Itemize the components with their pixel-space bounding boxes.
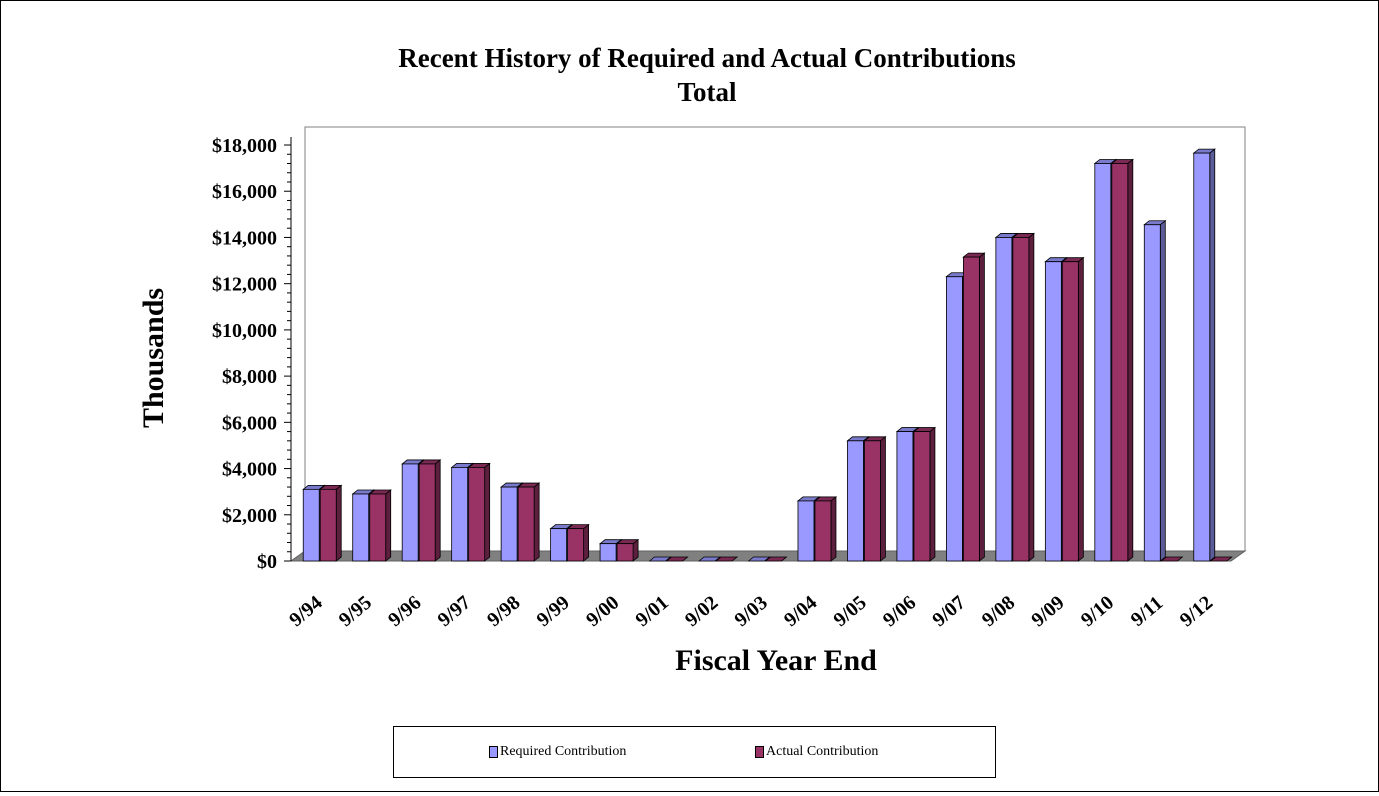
bar-actual-9-04	[813, 496, 838, 562]
x-tick-label: 9/98	[483, 592, 524, 632]
legend-label-actual: Actual Contribution	[766, 744, 879, 759]
x-tick-label: 9/12	[1176, 592, 1217, 632]
bar-required-9-11	[1143, 219, 1167, 562]
bar-actual-9-09	[1061, 256, 1085, 562]
bar-actual-9-01	[665, 556, 689, 562]
bar-actual-9-00	[615, 538, 640, 562]
bar-actual-9-10	[1110, 158, 1134, 562]
x-tick-label: 9/00	[582, 592, 623, 632]
bar-actual-9-11	[1160, 556, 1184, 562]
bar-required-9-01	[648, 556, 672, 562]
x-tick-label: 9/11	[1127, 592, 1168, 631]
bar-actual-9-95	[368, 489, 392, 562]
y-tick-label: $18,000	[212, 135, 277, 157]
bar-actual-9-12	[1209, 556, 1233, 562]
y-tick-label: $2,000	[222, 505, 277, 527]
x-tick-label: 9/96	[384, 592, 425, 632]
y-tick-label: $12,000	[212, 274, 277, 296]
y-tick-label: $16,000	[212, 181, 277, 203]
bar-actual-9-98	[516, 482, 541, 562]
bar-required-9-03	[747, 556, 771, 562]
bar-actual-9-08	[1011, 232, 1036, 562]
bar-required-9-02	[697, 556, 722, 562]
bar-actual-9-97	[467, 462, 491, 562]
x-tick-label: 9/05	[829, 592, 870, 632]
bar-actual-9-05	[863, 435, 887, 562]
x-tick-label: 9/94	[285, 592, 326, 632]
chart-subtitle: Total	[677, 77, 737, 107]
bar-actual-9-03	[764, 556, 788, 562]
x-tick-label: 9/03	[730, 592, 771, 632]
x-tick-label: 9/01	[632, 592, 673, 632]
x-tick-label: 9/09	[1027, 592, 1068, 632]
chart-title: Recent History of Required and Actual Co…	[398, 43, 1016, 73]
x-tick-label: 9/97	[434, 592, 475, 632]
legend-label-required: Required Contribution	[500, 744, 627, 759]
x-tick-label: 9/04	[780, 592, 821, 632]
legend-swatch-actual	[755, 746, 764, 758]
x-axis-label: Fiscal Year End	[675, 644, 877, 677]
y-axis-label: Thousands	[137, 288, 170, 428]
bar-actual-9-96	[418, 459, 442, 562]
bar-required-9-12	[1192, 148, 1216, 562]
x-tick-label: 9/06	[879, 592, 920, 632]
x-tick-label: 9/95	[335, 592, 376, 632]
bar-actual-9-07	[962, 252, 986, 562]
legend-item-required: Required Contribution	[489, 744, 626, 760]
plot-area: $0 $2,000 $4,000 $6,000 $8,000 $10,000 $12,000…	[212, 126, 1247, 632]
bar-actual-9-99	[566, 523, 590, 562]
y-tick-label: $6,000	[222, 412, 277, 434]
y-tick-label: $8,000	[222, 366, 277, 388]
x-tick-label: 9/07	[928, 592, 969, 632]
bar-actual-9-06	[912, 426, 937, 562]
x-tick-label: 9/02	[681, 592, 722, 632]
x-tick-label: 9/10	[1077, 592, 1118, 632]
bar-actual-9-02	[714, 556, 739, 562]
legend: Required Contribution Actual Contributio…	[393, 726, 996, 778]
legend-swatch-required	[489, 746, 498, 758]
bar-actual-9-94	[319, 484, 343, 562]
y-tick-label: $10,000	[212, 320, 277, 342]
y-tick-label: $0	[257, 551, 277, 573]
x-tick-label: 9/99	[533, 592, 574, 632]
x-tick-label: 9/08	[978, 592, 1019, 632]
y-tick-label: $14,000	[212, 227, 277, 249]
y-tick-label: $4,000	[222, 459, 277, 481]
legend-item-actual: Actual Contribution	[755, 744, 878, 760]
